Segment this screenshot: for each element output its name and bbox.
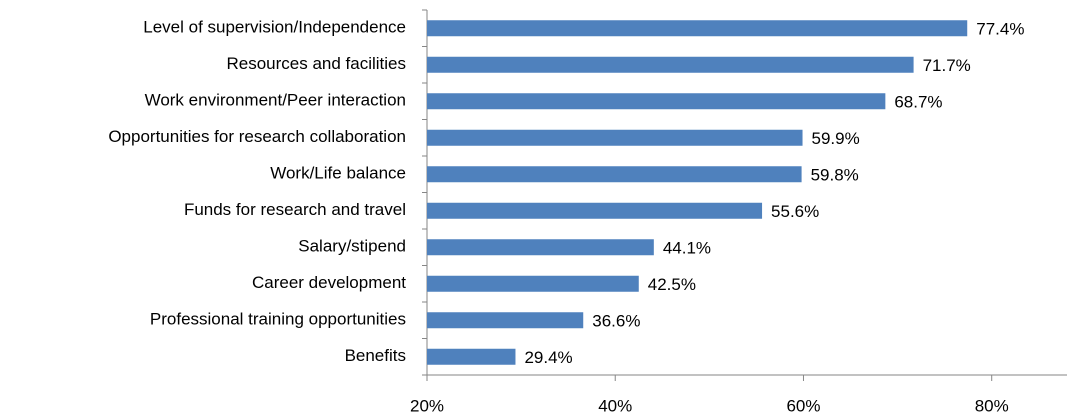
y-tick-label: Level of supervision/Independence	[143, 18, 406, 37]
value-label: 29.4%	[524, 348, 572, 367]
y-tick-label: Funds for research and travel	[184, 200, 406, 219]
y-tick-label: Resources and facilities	[226, 54, 406, 73]
value-label: 44.1%	[663, 239, 711, 258]
value-label: 71.7%	[923, 56, 971, 75]
bar	[427, 166, 802, 183]
value-label: 59.8%	[811, 166, 859, 185]
x-tick-label: 40%	[598, 396, 632, 415]
value-label: 42.5%	[648, 275, 696, 294]
bar	[427, 20, 968, 37]
bar	[427, 202, 763, 219]
value-label: 77.4%	[976, 20, 1024, 39]
bar	[427, 239, 654, 256]
value-label: 59.9%	[812, 129, 860, 148]
x-tick-label: 60%	[786, 396, 820, 415]
y-tick-label: Career development	[252, 273, 406, 292]
value-label: 55.6%	[771, 202, 819, 221]
bar	[427, 129, 803, 146]
y-tick-label: Work environment/Peer interaction	[145, 91, 406, 110]
x-tick-label: 80%	[975, 396, 1009, 415]
bar	[427, 348, 516, 365]
y-tick-label: Work/Life balance	[270, 164, 406, 183]
value-label: 36.6%	[592, 312, 640, 331]
y-tick-label: Salary/stipend	[298, 237, 406, 256]
y-tick-label: Benefits	[345, 346, 406, 365]
bar	[427, 93, 886, 110]
y-tick-label: Professional training opportunities	[150, 310, 406, 329]
y-tick-label: Opportunities for research collaboration	[108, 127, 406, 146]
x-tick-label: 20%	[410, 396, 444, 415]
value-label: 68.7%	[894, 93, 942, 112]
bar	[427, 56, 914, 73]
bar	[427, 312, 584, 329]
bar	[427, 275, 639, 292]
